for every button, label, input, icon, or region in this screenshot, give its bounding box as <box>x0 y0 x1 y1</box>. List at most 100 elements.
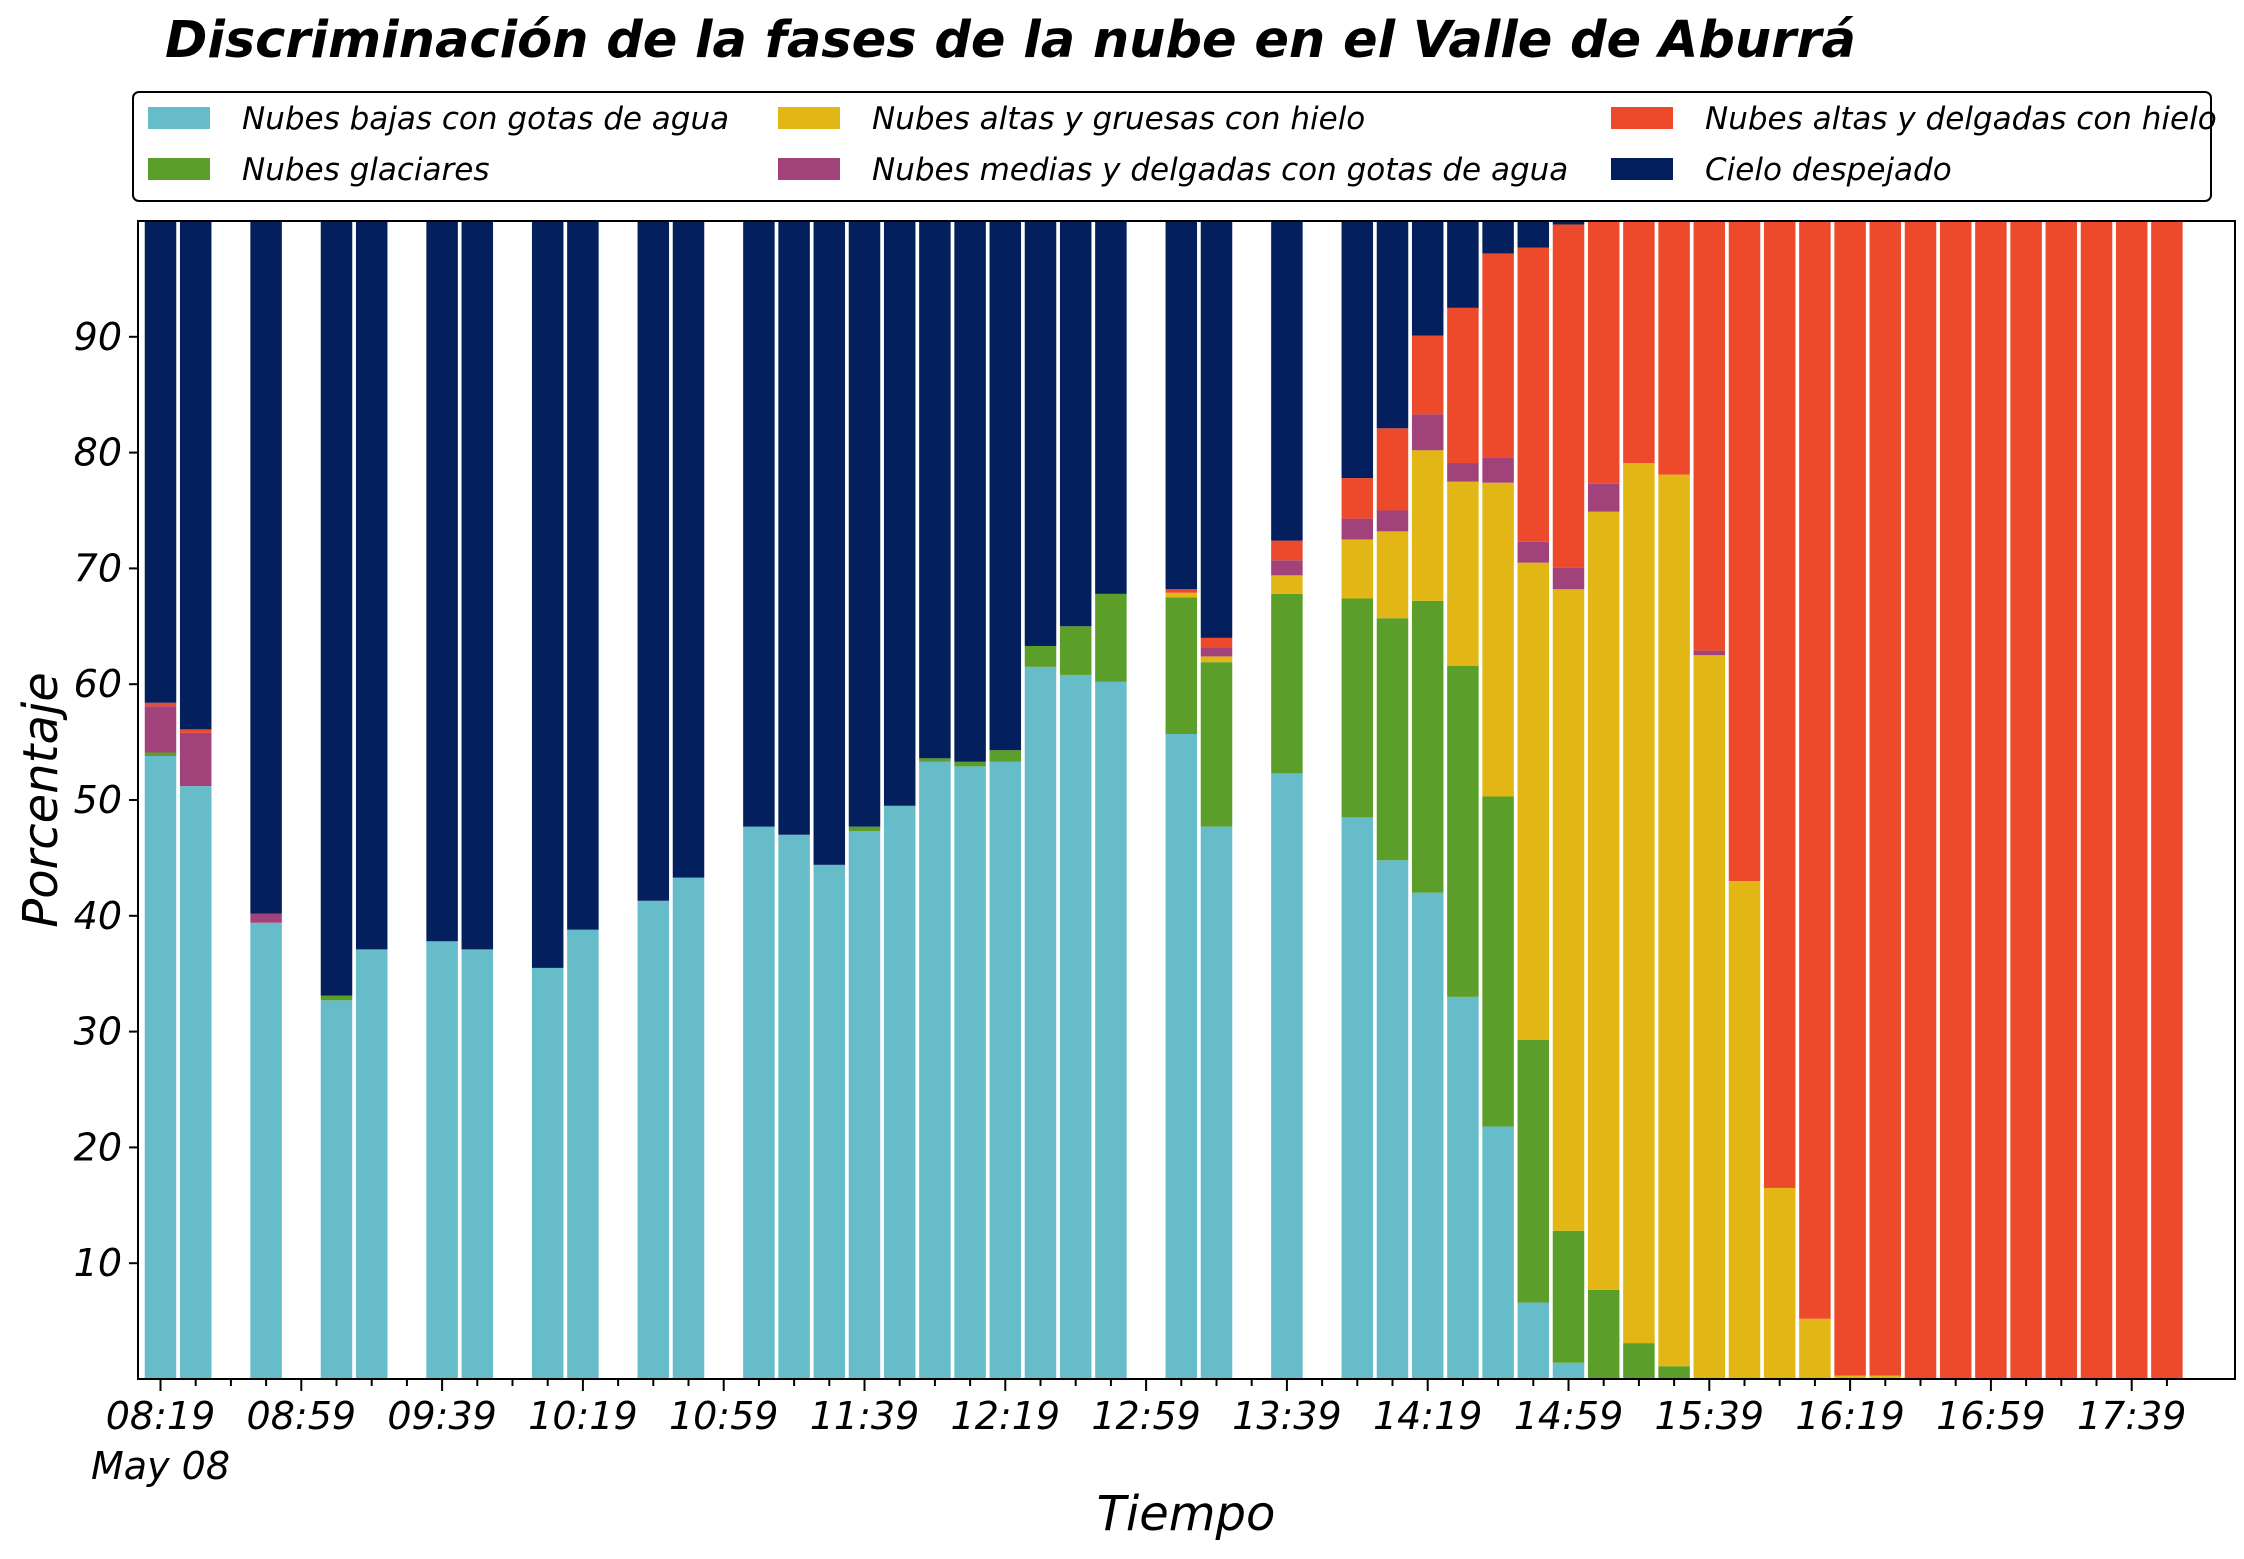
bar-segment-nubes-bajas-con-gotas-de-agua <box>567 929 599 1379</box>
bar-segment-nubes-altas-y-gruesas-con-hielo <box>1552 589 1585 1231</box>
bar-stack <box>919 221 951 1379</box>
bar-segment-nubes-altas-y-gruesas-con-hielo <box>1763 1187 1796 1379</box>
bar-stack <box>1975 221 2007 1379</box>
bar-stack <box>531 221 564 1379</box>
bar-segment-nubes-medias-y-delgadas-con-gotas-de-agua <box>1517 541 1550 563</box>
bar-segment-nubes-altas-y-gruesas-con-hielo <box>1517 562 1550 1040</box>
bar-segment-nubes-glaciares <box>989 750 1022 762</box>
legend-item-nubes-altas-y-gruesas-con-hielo: Nubes altas y gruesas con hielo <box>778 101 1365 137</box>
bar-segment-nubes-medias-y-delgadas-con-gotas-de-agua <box>144 706 177 753</box>
bar-segment-nubes-glaciares <box>919 758 951 762</box>
bar-segment-nubes-altas-y-delgadas-con-hielo <box>1623 221 1655 464</box>
bar-segment-nubes-altas-y-delgadas-con-hielo <box>1869 221 1902 1376</box>
bar-segment-nubes-altas-y-delgadas-con-hielo <box>1939 221 1972 1379</box>
x-tick-label: 12:19 <box>951 1394 1061 1438</box>
legend-item-nubes-glaciares: Nubes glaciares <box>148 152 490 188</box>
bar-stack <box>1024 221 1057 1379</box>
bar-segment-cielo-despejado <box>1447 221 1479 308</box>
bar-segment-nubes-altas-y-gruesas-con-hielo <box>1411 450 1444 601</box>
legend-label: Cielo despejado <box>1705 152 1952 188</box>
bar-segment-nubes-altas-y-gruesas-con-hielo <box>1693 655 1726 1379</box>
bar-stack <box>1869 221 1902 1379</box>
legend-label: Nubes bajas con gotas de agua <box>242 101 729 137</box>
bar-segment-nubes-bajas-con-gotas-de-agua <box>883 805 916 1379</box>
bar-segment-nubes-altas-y-gruesas-con-hielo <box>1341 539 1374 599</box>
bar-stack <box>2151 221 2183 1379</box>
bar-segment-nubes-medias-y-delgadas-con-gotas-de-agua <box>1482 457 1514 483</box>
bar-segment-nubes-bajas-con-gotas-de-agua <box>461 949 494 1379</box>
bar-segment-nubes-altas-y-gruesas-con-hielo <box>1200 656 1233 663</box>
bar-segment-cielo-despejado <box>1165 221 1198 590</box>
bar-stack <box>1341 221 1374 1379</box>
bar-segment-nubes-altas-y-delgadas-con-hielo <box>2115 221 2148 1379</box>
bar-segment-cielo-despejado <box>179 221 212 730</box>
bar-stack <box>144 221 177 1379</box>
bar-segment-nubes-altas-y-gruesas-con-hielo <box>1658 474 1690 1367</box>
bar-segment-cielo-despejado <box>144 221 177 703</box>
bar-segment-nubes-medias-y-delgadas-con-gotas-de-agua <box>1341 518 1374 540</box>
bar-segment-nubes-medias-y-delgadas-con-gotas-de-agua <box>1447 463 1479 482</box>
bar-segment-nubes-glaciares <box>1447 665 1479 997</box>
bar-segment-cielo-despejado <box>883 221 916 806</box>
x-tick-label: 12:59 <box>1091 1394 1201 1438</box>
bar-segment-nubes-medias-y-delgadas-con-gotas-de-agua <box>1200 647 1233 657</box>
bar-segment-nubes-bajas-con-gotas-de-agua <box>1165 733 1198 1379</box>
bar-stack <box>1834 221 1866 1379</box>
bar-segment-nubes-altas-y-delgadas-con-hielo <box>1482 253 1514 458</box>
bar-segment-cielo-despejado <box>531 221 564 968</box>
y-tick-label: 80 <box>74 431 122 475</box>
bar-segment-cielo-despejado <box>1059 221 1092 627</box>
bar-stack <box>1482 221 1514 1379</box>
plot-area: 10 20 30 40 50 60 70 80 90 08:19 08:59 09:39 10:19 1… <box>74 220 2236 1488</box>
bar-segment-nubes-altas-y-delgadas-con-hielo <box>1587 221 1620 484</box>
bar-stack <box>320 221 353 1379</box>
bar-segment-cielo-despejado <box>1341 221 1374 479</box>
bar-segment-nubes-medias-y-delgadas-con-gotas-de-agua <box>1587 483 1620 512</box>
bar-segment-nubes-altas-y-delgadas-con-hielo <box>2151 221 2183 1379</box>
y-tick-label: 60 <box>74 662 122 706</box>
bar-segment-nubes-bajas-con-gotas-de-agua <box>1552 1362 1585 1379</box>
bar-stack <box>2115 221 2148 1379</box>
bar-stack <box>1517 221 1550 1379</box>
bar-segment-nubes-altas-y-gruesas-con-hielo <box>1587 511 1620 1290</box>
bar-stack <box>1411 221 1444 1379</box>
bar-segment-nubes-altas-y-delgadas-con-hielo <box>1341 478 1374 519</box>
bar-segment-nubes-altas-y-gruesas-con-hielo <box>1869 1375 1902 1379</box>
bar-stack <box>1587 221 1620 1379</box>
bar-stack <box>989 221 1022 1379</box>
y-tick-label: 30 <box>74 1010 122 1054</box>
bar-segment-nubes-medias-y-delgadas-con-gotas-de-agua <box>179 732 212 787</box>
bar-segment-cielo-despejado <box>1411 221 1444 336</box>
x-tick-label: 15:39 <box>1655 1394 1765 1438</box>
bar-segment-cielo-despejado <box>1482 221 1514 254</box>
bar-segment-nubes-altas-y-delgadas-con-hielo <box>1658 221 1690 475</box>
x-tick-label: 08:19 <box>106 1394 216 1438</box>
legend-swatch <box>778 158 840 180</box>
legend-label: Nubes glaciares <box>242 152 490 188</box>
bar-segment-nubes-glaciares <box>1411 600 1444 893</box>
y-tick-label: 70 <box>74 546 122 590</box>
bar-stack <box>1623 221 1655 1379</box>
bar-segment-nubes-altas-y-delgadas-con-hielo <box>1763 221 1796 1188</box>
bar-segment-nubes-glaciares <box>1482 796 1514 1127</box>
bar-segment-nubes-bajas-con-gotas-de-agua <box>320 1000 353 1379</box>
bar-segment-nubes-altas-y-delgadas-con-hielo <box>1799 221 1831 1319</box>
bar-segment-nubes-altas-y-delgadas-con-hielo <box>1165 589 1198 593</box>
y-tick-label: 10 <box>74 1241 122 1285</box>
x-tick-label: 08:59 <box>247 1394 357 1438</box>
bar-stack <box>1904 221 1937 1379</box>
bar-segment-cielo-despejado <box>1376 221 1409 429</box>
bar-stack <box>1763 221 1796 1379</box>
x-axis: 08:19 08:59 09:39 10:19 10:59 11:39 12:19 12:59… <box>91 1379 2186 1488</box>
bar-segment-nubes-medias-y-delgadas-con-gotas-de-agua <box>250 913 282 923</box>
bar-segment-nubes-bajas-con-gotas-de-agua <box>144 755 177 1379</box>
bar-segment-nubes-altas-y-gruesas-con-hielo <box>1834 1375 1866 1379</box>
legend-swatch <box>148 158 210 180</box>
x-tick-label: 16:59 <box>1936 1394 2046 1438</box>
x-tick-label: 11:39 <box>810 1394 920 1438</box>
bar-segment-nubes-altas-y-delgadas-con-hielo <box>1904 221 1937 1379</box>
bar-segment-nubes-medias-y-delgadas-con-gotas-de-agua <box>1376 510 1409 532</box>
bar-segment-nubes-altas-y-delgadas-con-hielo <box>1975 221 2007 1379</box>
legend-label: Nubes altas y gruesas con hielo <box>872 101 1365 137</box>
